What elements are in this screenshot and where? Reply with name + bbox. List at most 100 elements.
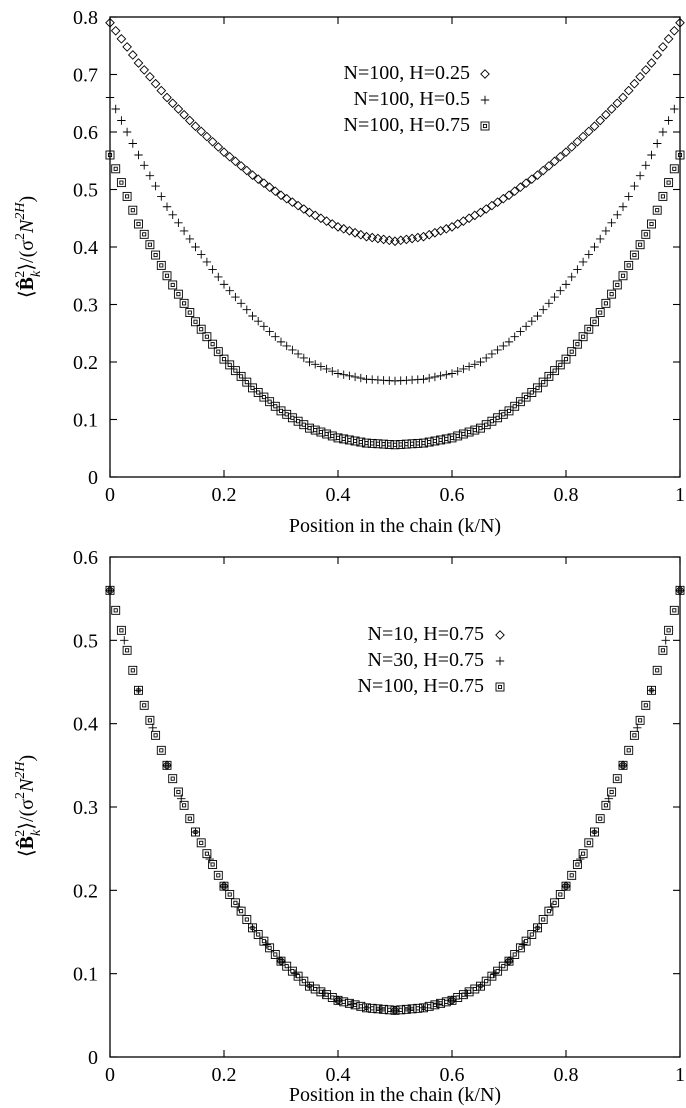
data-point (590, 317, 599, 327)
x-tick-label: 1 (675, 484, 685, 506)
data-point (128, 665, 138, 675)
data-point (493, 966, 503, 976)
data-point (646, 58, 657, 68)
data-point (110, 25, 121, 36)
data-point (476, 357, 485, 367)
data-point (173, 104, 184, 114)
data-point (262, 940, 271, 949)
data-point (196, 324, 206, 334)
data-point (327, 219, 338, 229)
legend-marker (480, 121, 490, 131)
data-point (298, 204, 309, 214)
data-point (566, 142, 577, 152)
data-point (127, 50, 138, 60)
data-point (521, 936, 531, 946)
data-point (305, 981, 314, 991)
data-point (470, 425, 480, 435)
data-point (299, 420, 309, 430)
data-point (640, 65, 651, 75)
data-point (197, 250, 206, 259)
data-point (350, 227, 360, 238)
data-point (641, 161, 650, 170)
data-point (658, 645, 668, 655)
data-point (390, 236, 400, 247)
data-point (476, 423, 485, 433)
data-point (504, 956, 514, 966)
data-point (578, 257, 588, 267)
data-point (122, 645, 132, 655)
data-point (236, 906, 246, 916)
data-point (311, 360, 320, 369)
data-point (328, 367, 337, 376)
data-point (555, 890, 565, 899)
data-point (624, 192, 633, 201)
data-point (140, 161, 149, 170)
data-point (145, 71, 155, 82)
data-point (202, 131, 212, 142)
data-point (459, 364, 468, 374)
data-point (453, 367, 462, 376)
data-point (595, 115, 606, 126)
legend-label: N=100, H=0.75 (358, 675, 484, 697)
data-point (190, 121, 201, 132)
data-point (584, 324, 594, 334)
y-tick-label: 0.1 (73, 410, 98, 432)
data-point (519, 940, 528, 949)
data-point (156, 745, 166, 755)
data-point (259, 322, 269, 331)
data-point (367, 1003, 377, 1013)
data-point (139, 229, 149, 239)
data-point (305, 357, 314, 367)
data-point (618, 202, 628, 211)
data-point (589, 121, 600, 132)
y-tick-label: 0.6 (73, 547, 98, 569)
data-point (282, 409, 292, 419)
data-point (641, 229, 651, 239)
data-point (162, 92, 172, 103)
data-point (413, 1003, 423, 1013)
data-point (607, 787, 617, 797)
data-point (150, 78, 161, 89)
x-axis-title: Position in the chain (k/N) (289, 1084, 501, 1106)
data-point (544, 299, 554, 308)
legend-marker (495, 630, 505, 640)
data-point (310, 425, 320, 435)
legend-marker (495, 682, 505, 692)
data-point (327, 431, 337, 441)
data-point (435, 225, 446, 236)
data-point (555, 360, 565, 370)
data-point (475, 207, 486, 218)
data-point (652, 50, 663, 60)
data-point (384, 235, 395, 246)
data-point (345, 371, 354, 380)
data-point (647, 219, 656, 229)
data-point (128, 205, 138, 215)
data-point (490, 969, 499, 978)
data-point (396, 1005, 406, 1015)
x-tick-label: 0.6 (440, 484, 465, 506)
data-point (196, 838, 206, 848)
data-point (510, 332, 519, 341)
data-point (214, 272, 223, 282)
x-tick-label: 0.6 (440, 1064, 465, 1086)
data-point (281, 193, 292, 204)
data-point (230, 898, 240, 908)
data-point (430, 372, 440, 382)
data-point (116, 625, 126, 635)
data-point (419, 1003, 428, 1013)
data-point (321, 216, 332, 226)
data-point (265, 397, 275, 407)
data-point (624, 260, 634, 270)
data-point (310, 210, 321, 221)
data-point (572, 136, 583, 147)
data-point (635, 71, 645, 82)
data-point (179, 226, 189, 236)
data-point (293, 200, 303, 211)
data-point (287, 413, 297, 423)
data-point (276, 337, 286, 347)
data-point (205, 854, 214, 864)
data-point (191, 317, 200, 327)
series-diamond (105, 17, 685, 247)
data-point (259, 392, 269, 402)
